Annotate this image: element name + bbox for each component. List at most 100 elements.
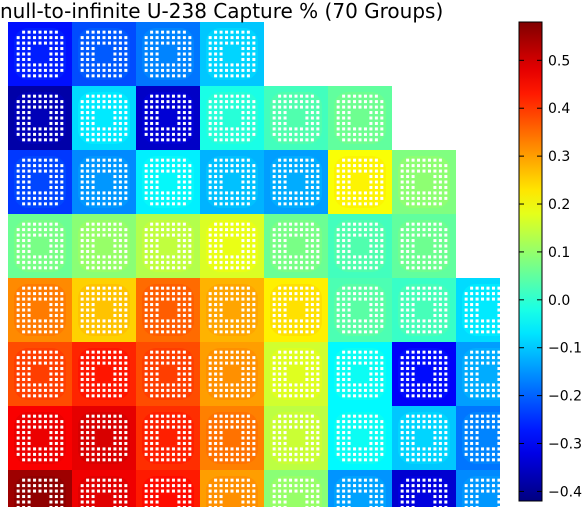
- pin-lattice: [80, 94, 128, 142]
- assembly-core: [14, 156, 66, 208]
- assembly-core: [78, 156, 130, 208]
- colorbar-tick-label: 0.0: [548, 293, 570, 309]
- assembly-core: [334, 220, 386, 272]
- colorbar-tick-label: −0.2: [548, 389, 582, 405]
- pin-lattice: [208, 94, 256, 142]
- assembly-core: [206, 348, 258, 400]
- pin-lattice: [336, 414, 384, 462]
- pin-lattice: [208, 478, 256, 507]
- pin-lattice: [208, 414, 256, 462]
- pin-lattice: [144, 158, 192, 206]
- pin-lattice: [16, 414, 64, 462]
- pin-lattice: [144, 478, 192, 507]
- assembly-core: [334, 284, 386, 336]
- assembly-core: [398, 220, 450, 272]
- colorbar-tick-label: 0.5: [548, 53, 570, 69]
- pin-lattice: [16, 286, 64, 334]
- pin-lattice: [400, 158, 448, 206]
- assembly-core: [142, 284, 194, 336]
- pin-lattice: [336, 158, 384, 206]
- pin-lattice: [16, 30, 64, 78]
- pin-lattice: [144, 286, 192, 334]
- pin-lattice: [272, 414, 320, 462]
- assembly-core: [14, 92, 66, 144]
- assembly-core: [142, 220, 194, 272]
- pin-lattice: [16, 350, 64, 398]
- pin-lattice: [464, 286, 500, 334]
- assembly-core: [398, 284, 450, 336]
- pin-lattice: [336, 478, 384, 507]
- colorbar-tick-label: 0.2: [548, 197, 570, 213]
- assembly-core: [78, 348, 130, 400]
- assembly-core: [270, 92, 322, 144]
- pin-lattice: [144, 350, 192, 398]
- pin-lattice: [208, 350, 256, 398]
- assembly-core: [78, 220, 130, 272]
- assembly-core: [14, 284, 66, 336]
- pin-lattice: [464, 478, 500, 507]
- pin-lattice: [144, 414, 192, 462]
- colorbar-tick-label: −0.3: [548, 437, 582, 453]
- assembly-core: [206, 92, 258, 144]
- assembly-core: [142, 92, 194, 144]
- assembly-core: [398, 156, 450, 208]
- pin-lattice: [80, 158, 128, 206]
- assembly-core: [462, 476, 500, 507]
- pin-lattice: [80, 350, 128, 398]
- assembly-core: [398, 348, 450, 400]
- assembly-core: [462, 348, 500, 400]
- assembly-core: [78, 412, 130, 464]
- assembly-core: [334, 412, 386, 464]
- pin-lattice: [336, 94, 384, 142]
- pin-lattice: [336, 286, 384, 334]
- assembly-core: [206, 284, 258, 336]
- assembly-core: [334, 156, 386, 208]
- pin-lattice: [336, 350, 384, 398]
- pin-lattice: [80, 478, 128, 507]
- assembly-core: [398, 412, 450, 464]
- colorbar-tick-label: 0.4: [548, 101, 570, 117]
- assembly-core: [14, 220, 66, 272]
- assembly-core: [462, 284, 500, 336]
- assembly-core: [270, 348, 322, 400]
- pin-lattice: [208, 158, 256, 206]
- pin-lattice: [16, 478, 64, 507]
- pin-lattice: [80, 222, 128, 270]
- assembly-core: [270, 156, 322, 208]
- pin-lattice: [80, 286, 128, 334]
- colorbar-tick-label: 0.1: [548, 245, 570, 261]
- pin-lattice: [464, 414, 500, 462]
- pin-lattice: [272, 222, 320, 270]
- assembly-core: [206, 28, 258, 80]
- assembly-core: [14, 412, 66, 464]
- colorbar-tick-label: 0.3: [548, 149, 570, 165]
- pin-lattice: [16, 222, 64, 270]
- pin-lattice: [144, 94, 192, 142]
- assembly-core: [206, 156, 258, 208]
- assembly-core: [142, 28, 194, 80]
- pin-lattice: [16, 94, 64, 142]
- pin-lattice: [208, 286, 256, 334]
- pin-lattice: [400, 286, 448, 334]
- pin-lattice: [208, 30, 256, 78]
- pin-lattice: [80, 414, 128, 462]
- assembly-core: [270, 412, 322, 464]
- assembly-core: [78, 28, 130, 80]
- assembly-core: [334, 92, 386, 144]
- assembly-core: [142, 412, 194, 464]
- pin-lattice: [272, 350, 320, 398]
- assembly-core: [206, 220, 258, 272]
- colorbar-tick-label: −0.4: [548, 484, 582, 500]
- assembly-core: [206, 412, 258, 464]
- pin-lattice: [464, 350, 500, 398]
- pin-lattice: [336, 222, 384, 270]
- assembly-core: [142, 348, 194, 400]
- pin-lattice: [400, 350, 448, 398]
- pin-lattice: [208, 222, 256, 270]
- assembly-core: [270, 284, 322, 336]
- assembly-core: [334, 348, 386, 400]
- assembly-core: [462, 412, 500, 464]
- assembly-core: [14, 28, 66, 80]
- colorbar-gradient: [518, 21, 543, 502]
